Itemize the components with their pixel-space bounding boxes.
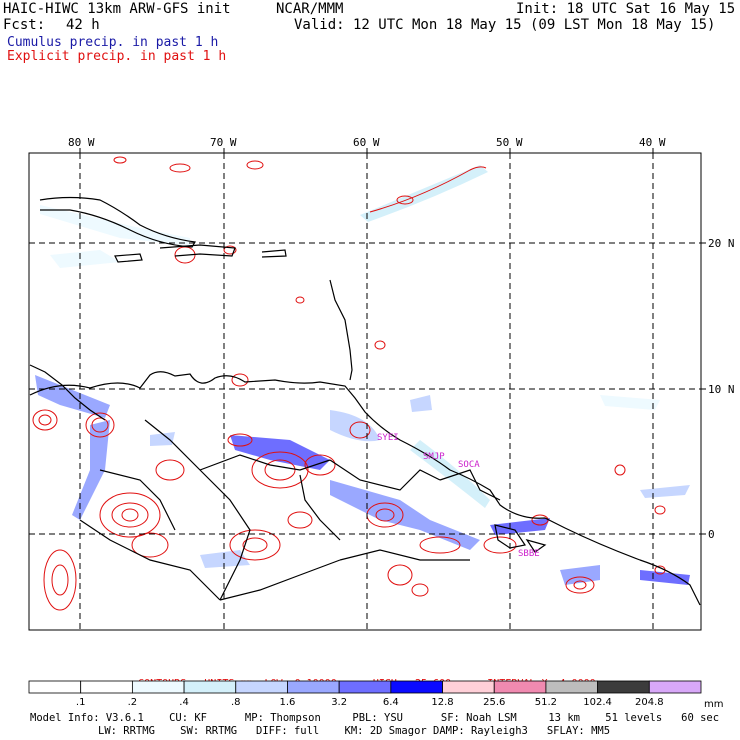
fcst-value: 42 h — [66, 17, 100, 33]
lat-label: 20 N — [708, 237, 735, 250]
station-label: SOCA — [458, 460, 480, 470]
lon-label: 50 W — [496, 136, 523, 149]
explicit-label: Explicit precip. in past 1 h — [7, 49, 227, 64]
lon-label: 70 W — [210, 136, 237, 149]
lon-label: 40 W — [639, 136, 666, 149]
coastlines — [29, 196, 701, 606]
org-label: NCAR/MMM — [276, 1, 344, 17]
valid-time: Valid: 12 UTC Mon 18 May 15 (09 LST Mon … — [294, 17, 716, 33]
lat-label: 10 N — [708, 383, 735, 396]
init-time: Init: 18 UTC Sat 16 May 15 — [516, 1, 736, 17]
footer-line2: LW: RRTMG SW: RRTMG DIFF: full KM: 2D Sm… — [98, 725, 611, 737]
station-label: SMJP — [423, 452, 445, 462]
lon-label: 80 W — [68, 136, 95, 149]
fcst-label: Fcst: — [3, 17, 46, 33]
map-frame — [28, 152, 702, 631]
lat-label: 0 — [708, 528, 715, 541]
cumulus-label: Cumulus precip. in past 1 h — [7, 35, 219, 50]
graticule — [29, 153, 701, 630]
station-label: SYEI — [377, 433, 399, 443]
lat-ticks — [701, 242, 706, 535]
explicit-contours — [32, 156, 666, 611]
model-title: HAIC-HIWC 13km ARW-GFS init — [3, 1, 231, 17]
contours-units: CONTOURS: UNITS=mm LOW= 0.10000 — [138, 678, 337, 689]
contours-high: HIGH= 25.600 — [372, 678, 452, 689]
contours-info: CONTOURS: UNITS=mm LOW= 0.10000 HIGH= 25… — [126, 667, 596, 689]
lon-label: 60 W — [353, 136, 380, 149]
footer-line1: Model Info: V3.6.1 CU: KF MP: Thompson P… — [30, 712, 720, 724]
lon-ticks — [79, 148, 654, 153]
contours-interval: INTERVAL=X 4.0000 — [487, 678, 596, 689]
station-label: SBBE — [518, 549, 540, 559]
